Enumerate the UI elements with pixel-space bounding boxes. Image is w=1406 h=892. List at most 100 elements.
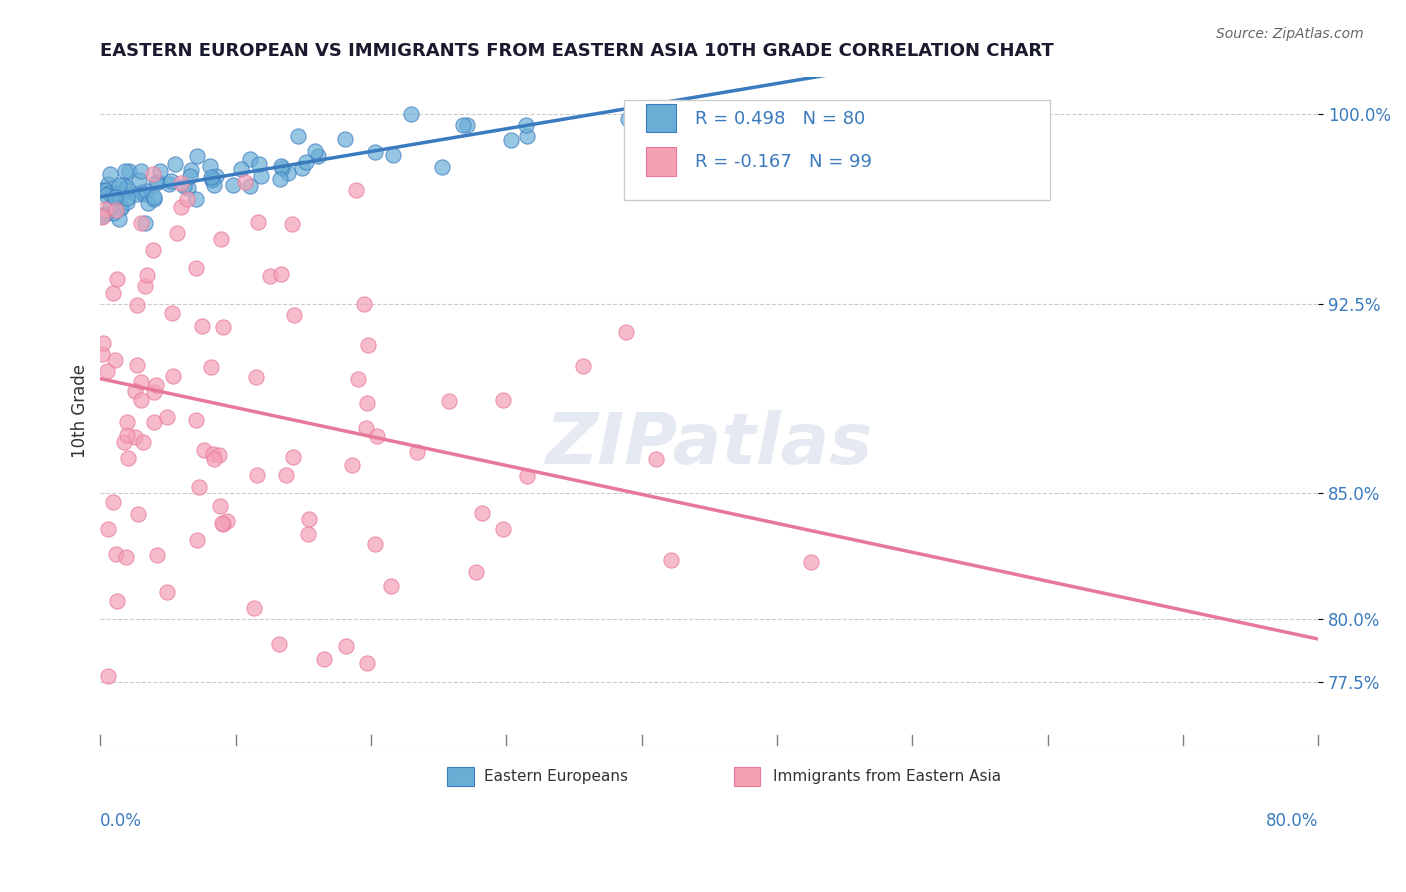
- Point: [135, 184, 157, 198]
- Point: [353, 297, 375, 311]
- Point: [297, 526, 319, 541]
- Point: [129, 164, 152, 178]
- Point: [492, 392, 515, 407]
- Point: [117, 450, 139, 465]
- Point: [202, 178, 225, 192]
- Point: [124, 384, 146, 398]
- Point: [614, 326, 637, 340]
- Point: [117, 194, 139, 209]
- Point: [193, 443, 215, 458]
- Point: [283, 450, 305, 465]
- Point: [209, 232, 232, 246]
- Point: [366, 429, 388, 443]
- Text: EASTERN EUROPEAN VS IMMIGRANTS FROM EASTERN ASIA 10TH GRADE CORRELATION CHART: EASTERN EUROPEAN VS IMMIGRANTS FROM EAST…: [100, 42, 1054, 60]
- Point: [97, 186, 120, 200]
- Point: [221, 178, 243, 193]
- Point: [245, 370, 267, 384]
- Point: [136, 268, 159, 282]
- Point: [104, 547, 127, 561]
- Point: [125, 187, 148, 202]
- Point: [186, 533, 208, 547]
- Point: [212, 319, 235, 334]
- Point: [170, 200, 193, 214]
- Point: [105, 272, 128, 286]
- Point: [90, 347, 112, 361]
- Point: [179, 169, 201, 183]
- Point: [97, 669, 120, 683]
- Point: [180, 163, 202, 178]
- Text: R = 0.498   N = 80: R = 0.498 N = 80: [695, 110, 865, 128]
- Point: [298, 512, 321, 526]
- Text: 0.0%: 0.0%: [100, 813, 142, 830]
- Point: [211, 516, 233, 531]
- Point: [381, 148, 404, 162]
- Point: [156, 585, 179, 599]
- Point: [146, 175, 169, 189]
- Point: [347, 371, 370, 385]
- Point: [115, 427, 138, 442]
- Point: [516, 129, 538, 144]
- Point: [281, 217, 304, 231]
- Point: [114, 186, 136, 200]
- Point: [208, 448, 231, 462]
- Point: [269, 172, 291, 186]
- Point: [499, 133, 522, 147]
- Point: [112, 178, 135, 193]
- Point: [307, 149, 329, 163]
- Point: [124, 430, 146, 444]
- Text: Source: ZipAtlas.com: Source: ZipAtlas.com: [1216, 27, 1364, 41]
- Point: [115, 180, 138, 194]
- Point: [202, 452, 225, 467]
- Point: [90, 210, 112, 224]
- Bar: [447, 767, 474, 786]
- Point: [246, 215, 269, 229]
- Point: [287, 128, 309, 143]
- Text: R = -0.167   N = 99: R = -0.167 N = 99: [695, 153, 872, 171]
- Point: [271, 161, 294, 175]
- Point: [269, 637, 291, 651]
- Bar: [645, 147, 676, 176]
- Text: 80.0%: 80.0%: [1265, 813, 1319, 830]
- Point: [184, 413, 207, 427]
- Point: [104, 353, 127, 368]
- Point: [335, 639, 357, 653]
- Point: [430, 160, 453, 174]
- Point: [465, 565, 488, 579]
- Point: [149, 164, 172, 178]
- Point: [516, 469, 538, 483]
- Point: [800, 555, 823, 569]
- Point: [134, 279, 156, 293]
- Point: [312, 652, 335, 666]
- Point: [437, 393, 460, 408]
- Point: [143, 190, 166, 204]
- Y-axis label: 10th Grade: 10th Grade: [72, 364, 89, 458]
- Point: [344, 183, 367, 197]
- Point: [363, 145, 385, 160]
- Point: [659, 553, 682, 567]
- Point: [204, 169, 226, 183]
- Point: [295, 155, 318, 169]
- Point: [201, 171, 224, 186]
- Point: [145, 175, 167, 189]
- Point: [125, 358, 148, 372]
- Point: [304, 144, 326, 158]
- Point: [405, 445, 427, 459]
- Point: [101, 206, 124, 220]
- Point: [169, 176, 191, 190]
- Point: [191, 319, 214, 334]
- Point: [98, 200, 121, 214]
- Point: [125, 298, 148, 312]
- Point: [492, 523, 515, 537]
- Point: [143, 385, 166, 400]
- Point: [217, 514, 239, 528]
- Point: [247, 157, 270, 171]
- Point: [239, 152, 262, 166]
- Point: [399, 107, 422, 121]
- Point: [233, 175, 256, 189]
- Point: [270, 159, 292, 173]
- Point: [97, 177, 120, 191]
- Point: [129, 376, 152, 390]
- Point: [572, 359, 595, 374]
- Point: [451, 119, 474, 133]
- Point: [134, 216, 156, 230]
